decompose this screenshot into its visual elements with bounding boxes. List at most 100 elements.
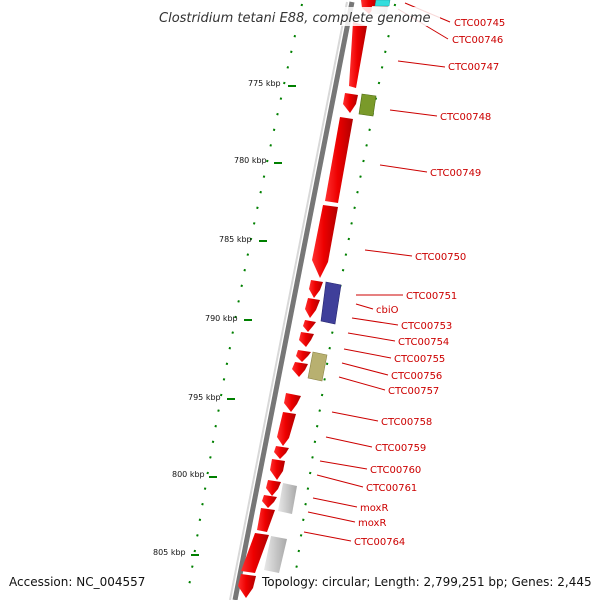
gene-label[interactable]: CTC00761 [366,483,417,494]
ruler-dot [387,34,390,38]
cds-arrow[interactable] [241,533,269,573]
ruler-dot [359,175,362,178]
ruler-dot [286,66,290,69]
gene-label[interactable]: CTC00751 [406,291,457,302]
tick-label: 795 kbp [188,393,221,402]
cds-arrow[interactable] [292,362,308,377]
gene-label[interactable]: CTC00755 [394,354,445,365]
ruler-dot [350,222,353,225]
ruler-dot [313,440,317,444]
map-title: Clostridium tetani E88, complete genome [159,11,431,26]
cds-arrow[interactable] [312,205,338,278]
ruler-dot [243,268,246,272]
footer-backdrop [260,573,596,590]
cds-arrow[interactable] [257,508,275,532]
gene-label[interactable]: CTC00753 [401,321,452,332]
ruler-dot [306,487,310,490]
ruler-dot [231,331,234,334]
ruler-dot [234,315,237,319]
gene-label[interactable]: CTC00754 [398,337,449,348]
ruler-dot [225,362,229,366]
tick-label: 775 kbp [248,79,281,88]
topology-text: Topology: circular; Length: 2,799,251 bp… [261,575,592,589]
gene-label[interactable]: moxR [358,518,386,529]
gene-label[interactable]: cbiO [376,305,399,316]
gene-label[interactable]: CTC00756 [391,371,442,382]
tick-label: 780 kbp [234,156,267,165]
ruler-dot [380,66,384,69]
gene-label[interactable]: CTC00760 [370,465,421,476]
ruler-dot [393,3,397,7]
gene-label[interactable]: CTC00749 [430,168,481,179]
ruler-dot [362,159,365,163]
gene-label[interactable]: CTC00759 [375,443,426,454]
ruler-dot [299,534,303,537]
cds-arrow[interactable] [349,22,367,88]
feature-block-gray[interactable] [278,483,297,514]
ruler-dot [276,112,279,116]
cds-arrow[interactable] [274,446,289,459]
gene-label[interactable]: CTC00757 [388,386,439,397]
cds-arrow[interactable] [305,298,320,318]
gene-label[interactable]: CTC00745 [454,18,505,29]
accession-text: Accession: NC_004557 [9,575,145,589]
ruler-dot [191,565,194,568]
feature-block-navy[interactable] [320,281,342,325]
ruler-dot [365,144,368,147]
ruler-dot [211,440,215,444]
ruler-dot [237,300,240,303]
feature-block-gray[interactable] [264,536,287,573]
cds-track [238,0,378,598]
ruler-dot [325,362,329,366]
cds-arrow[interactable] [262,495,277,508]
gene-label[interactable]: CTC00758 [381,417,432,428]
ruler-dot [203,487,207,490]
ruler-dot [300,3,304,7]
cds-arrow[interactable] [284,393,301,412]
gene-label[interactable]: CTC00750 [415,252,466,263]
gene-label[interactable]: moxR [360,503,388,514]
ruler-dot [290,50,293,54]
label-connectors [303,2,451,542]
gene-label[interactable]: CTC00748 [440,112,491,123]
ruler-dot [228,346,232,350]
cds-arrow[interactable] [309,280,323,298]
ruler-dot [249,237,253,241]
gene-label[interactable]: CTC00764 [354,537,405,548]
ruler-dot [341,268,345,272]
ruler-dot [323,378,326,381]
cds-arrow[interactable] [299,332,314,347]
ruler-dot [295,565,298,568]
ruler-dot [304,502,307,506]
gene-label[interactable]: CTC00747 [448,62,499,73]
ruler-dot [353,206,356,210]
ruler-dot [240,284,243,288]
cds-arrow[interactable] [296,350,311,362]
feature-block-khaki[interactable] [307,351,328,382]
ruler-dot [384,50,387,54]
cds-arrow[interactable] [277,412,296,446]
cds-arrow[interactable] [238,574,256,598]
ruler-dot [318,409,321,412]
ruler-dot [302,518,305,522]
cds-arrow[interactable] [325,117,353,203]
ruler-dot [328,346,331,350]
cds-arrow[interactable] [343,93,358,113]
tick-labels: 775 kbp 780 kbp 785 kbp 790 kbp 795 kbp … [153,79,281,557]
feature-block-olive[interactable] [358,93,377,117]
ruler-dot [198,518,202,522]
gene-label[interactable]: CTC00746 [452,35,503,46]
ruler-dot [256,206,259,210]
ruler-dot [356,190,359,194]
ruler-dot [377,81,381,85]
feature-block-cyan[interactable] [374,0,391,7]
cds-arrow[interactable] [303,320,316,332]
ruler-dot [315,424,319,428]
ruler-dot [214,424,217,428]
ruler-dot [331,331,334,334]
ruler-dot [293,34,297,38]
cds-arrow[interactable] [270,459,285,480]
cds-arrow[interactable] [266,480,281,496]
ruler-dot [344,253,348,256]
